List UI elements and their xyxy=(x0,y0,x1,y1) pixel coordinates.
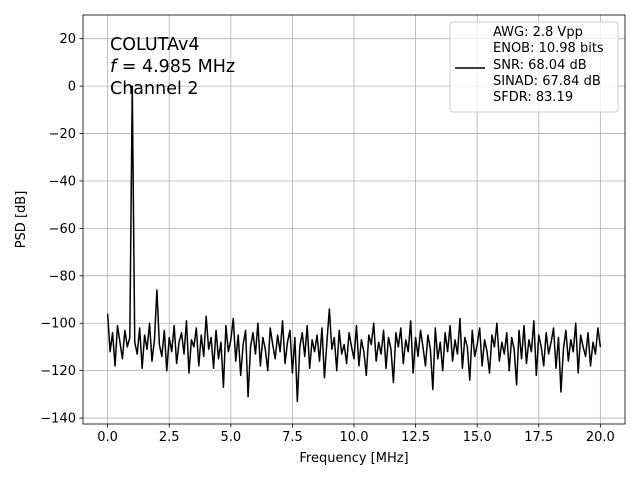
legend-entry: AWG: 2.8 Vpp ENOB: 10.98 bits SNR: 68.04… xyxy=(493,25,604,106)
psd-line xyxy=(106,85,602,403)
x-tick-label: 17.5 xyxy=(524,430,553,445)
y-axis-label: PSD [dB] xyxy=(14,191,29,249)
y-tick-label: −20 xyxy=(49,127,76,142)
annotation-value: = 4.985 MHz xyxy=(116,57,235,77)
x-tick-label: 12.5 xyxy=(401,430,430,445)
y-tick-label: −40 xyxy=(49,174,76,189)
annotation-symbol: f xyxy=(110,57,119,77)
y-tick-label: 0 xyxy=(68,80,76,95)
x-tick-label: 20.0 xyxy=(586,430,615,445)
y-tick-label: −140 xyxy=(40,412,76,427)
x-tick-label: 2.5 xyxy=(159,430,180,445)
annotation: COLUTAv4 xyxy=(110,35,199,55)
x-tick-label: 10.0 xyxy=(340,430,369,445)
x-axis-label: Frequency [MHz] xyxy=(299,451,408,466)
y-tick-label: −80 xyxy=(49,269,76,284)
x-tick-label: 5.0 xyxy=(220,430,241,445)
y-tick-label: −60 xyxy=(49,222,76,237)
x-tick-label: 0.0 xyxy=(97,430,118,445)
annotation: f = 4.985 MHz xyxy=(110,57,235,77)
plot-frame xyxy=(82,14,626,425)
annotation: Channel 2 xyxy=(110,79,199,99)
legend-label: AWG: 2.8 Vpp ENOB: 10.98 bits SNR: 68.04… xyxy=(493,25,604,106)
x-tick-label: 15.0 xyxy=(463,430,492,445)
x-tick-label: 7.5 xyxy=(282,430,303,445)
legend-box xyxy=(449,21,619,113)
y-tick-label: −100 xyxy=(40,317,76,332)
y-tick-label: −120 xyxy=(40,364,76,379)
y-tick-label: 20 xyxy=(59,32,76,47)
